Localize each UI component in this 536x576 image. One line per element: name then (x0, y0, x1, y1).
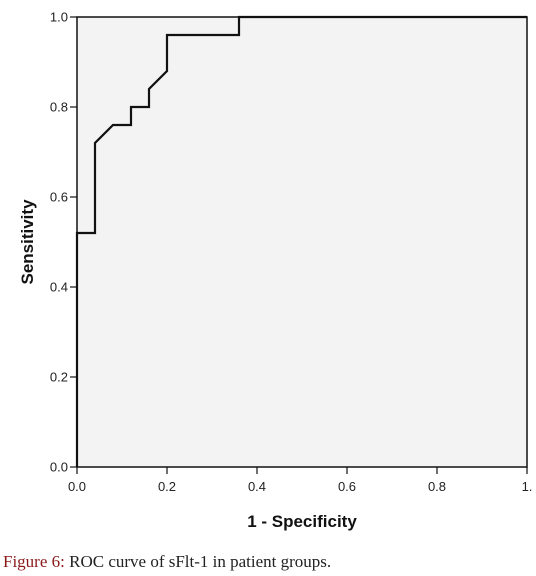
y-tick-label: 0.0 (50, 460, 68, 475)
y-tick-label: 0.6 (50, 190, 68, 205)
x-tick-label: 0.0 (68, 479, 86, 494)
figure-caption-label: Figure 6: (3, 552, 65, 571)
y-tick-label: 1.0 (50, 10, 68, 25)
x-axis-title: 1 - Specificity (247, 512, 357, 531)
x-tick-label: 0.8 (428, 479, 446, 494)
x-tick-label: 1. (522, 479, 533, 494)
y-tick-label: 0.4 (50, 280, 68, 295)
x-axis: 0.0 0.2 0.4 0.6 0.8 1. (68, 467, 532, 494)
y-tick-label: 0.8 (50, 100, 68, 115)
y-axis: 0.0 0.2 0.4 0.6 0.8 1.0 (50, 10, 77, 475)
figure-caption-text: ROC curve of sFlt-1 in patient groups. (64, 552, 332, 571)
figure-caption: Figure 6: ROC curve of sFlt-1 in patient… (3, 552, 331, 572)
x-tick-label: 0.6 (338, 479, 356, 494)
roc-curve-line (75, 15, 527, 467)
y-axis-title: Sensitivity (18, 199, 37, 285)
x-tick-label: 0.2 (158, 479, 176, 494)
plot-area (76, 16, 528, 468)
y-tick-label: 0.2 (50, 370, 68, 385)
x-tick-label: 0.4 (248, 479, 266, 494)
